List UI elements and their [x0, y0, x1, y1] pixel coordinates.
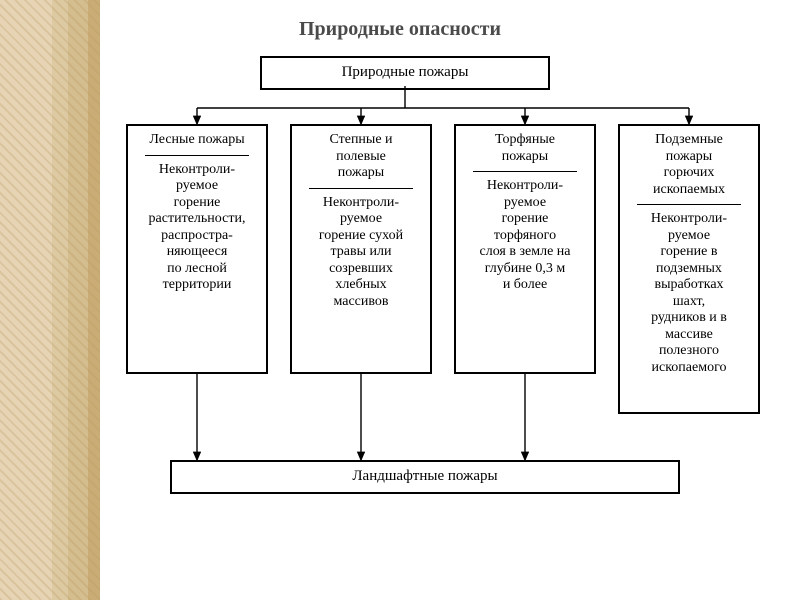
category-node-forest: Лесные пожары Неконтроли-руемоегорениера…: [126, 124, 268, 374]
category-title: Подземныепожарыгорючихископаемых: [624, 132, 754, 198]
category-title: Торфяныепожары: [460, 132, 590, 165]
divider: [637, 204, 741, 205]
category-title: Лесные пожары: [132, 132, 262, 149]
category-node-steppe: Степные иполевыепожары Неконтроли-руемое…: [290, 124, 432, 374]
slide-title: Природные опасности: [0, 18, 800, 41]
category-desc: Неконтроли-руемоегорение вподземныхвыраб…: [624, 211, 754, 376]
category-desc: Неконтроли-руемоегорениерастительности,р…: [132, 162, 262, 294]
category-title: Степные иполевыепожары: [296, 132, 426, 182]
category-node-peat: Торфяныепожары Неконтроли-руемоегорениет…: [454, 124, 596, 374]
category-node-underground: Подземныепожарыгорючихископаемых Неконтр…: [618, 124, 760, 414]
root-node: Природные пожары: [260, 56, 550, 90]
divider: [145, 155, 249, 156]
divider: [309, 188, 413, 189]
slide-title-text: Природные опасности: [299, 18, 501, 40]
root-node-label: Природные пожары: [342, 64, 469, 80]
category-desc: Неконтроли-руемоегорение сухойтравы илис…: [296, 195, 426, 311]
footer-node-label: Ландшафтные пожары: [352, 468, 497, 484]
decorative-sidebar: [0, 0, 100, 600]
footer-node: Ландшафтные пожары: [170, 460, 680, 494]
divider: [473, 171, 577, 172]
category-desc: Неконтроли-руемоегорениеторфяногослоя в …: [460, 178, 590, 294]
